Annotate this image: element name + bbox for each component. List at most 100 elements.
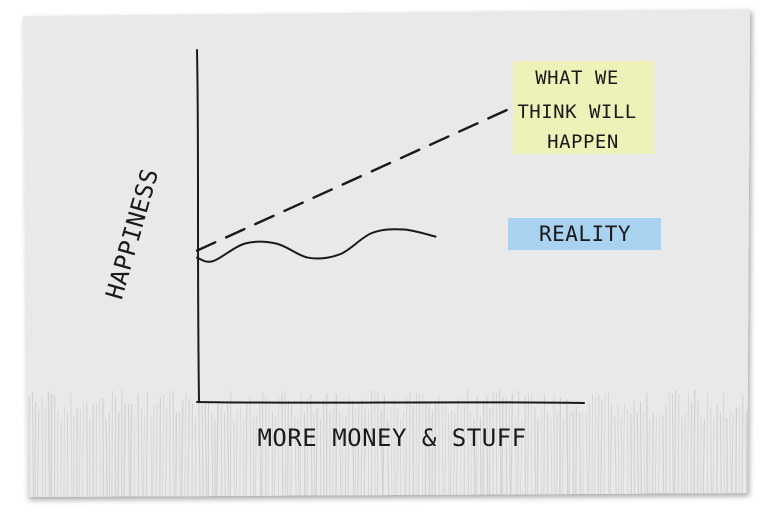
hatch-stroke [553,395,555,497]
hatch-stroke [99,397,101,497]
hatch-stroke [686,393,689,497]
hatch-stroke [239,405,241,497]
hatch-stroke [357,403,360,497]
hatch-stroke [693,390,696,497]
hatch-stroke [403,410,405,497]
hatch-stroke [287,400,289,497]
x-axis-label: MORE MONEY & STUFF [257,424,526,452]
hatch-stroke [211,413,214,497]
hatch-stroke [382,394,386,497]
hatch-stroke [360,399,363,497]
hatch-stroke [127,403,131,497]
hatch-stroke [129,404,133,497]
hatch-stroke [249,396,252,497]
hatch-stroke [543,393,545,497]
hatch-stroke [82,403,84,497]
hatch-stroke [515,416,517,497]
hatch-stroke [566,399,569,497]
hatch-stroke [550,418,553,497]
hatch-stroke [261,392,264,497]
hatch-stroke [479,417,482,497]
hatch-stroke [662,415,665,497]
hatch-stroke [408,391,411,497]
hatch-stroke [150,414,153,497]
hatch-stroke [145,392,149,497]
hatch-stroke [187,399,190,497]
hatch-stroke [105,419,108,497]
hatch-stroke [297,418,300,497]
hatch-stroke [133,416,136,497]
hatch-stroke [204,403,208,497]
hatch-stroke [123,403,126,497]
hatch-stroke [290,404,293,497]
hatch-stroke [102,398,105,497]
series-label-reality: REALITY [539,222,631,246]
hatch-stroke [162,394,164,497]
hatch-stroke [220,406,223,497]
hatch-stroke [424,402,427,497]
hatch-stroke [501,397,504,497]
hatch-stroke [152,404,155,497]
hatch-stroke [622,404,625,497]
hatch-stroke [536,418,539,497]
think-label-highlight [513,61,654,154]
hatch-stroke [267,399,270,497]
hatch-stroke [603,395,606,497]
hatch-stroke [654,417,657,497]
hatch-stroke [668,392,671,497]
hatch-stroke [517,390,520,497]
hatch-stroke [339,412,342,497]
hatch-stroke [690,401,693,497]
hatch-stroke [310,394,313,497]
hatch-stroke [78,409,81,497]
hatch-stroke [648,419,651,497]
hatch-stroke [568,412,571,497]
hatch-stroke [719,412,722,497]
hatch-stroke [89,418,91,497]
hatch-stroke [467,390,469,497]
hatch-stroke [540,409,543,497]
hatch-stroke [741,394,744,497]
hatch-stroke [155,404,158,497]
hatch-stroke [418,394,421,497]
hatch-stroke [473,418,476,497]
hatch-stroke [636,412,639,497]
hatch-stroke [41,397,43,497]
hatch-stroke [585,413,588,497]
hatch-stroke [441,403,444,497]
hatch-stroke [702,419,706,497]
hatch-stroke [235,410,238,497]
hatch-stroke [233,419,235,497]
hatch-stroke [380,410,384,497]
hatch-stroke [594,397,596,497]
hatch-stroke [633,400,636,497]
hatch-stroke [559,397,562,497]
hatch-stroke [700,416,702,497]
hatch-stroke [731,412,734,497]
hatch-stroke [639,401,643,497]
hatch-stroke [143,414,145,497]
hatch-stroke [456,398,459,497]
hatch-stroke [47,391,51,497]
hatch-stroke [111,390,113,497]
hatch-stroke [299,392,302,497]
hatch-stroke [476,396,478,497]
x-axis [196,401,585,404]
hatch-stroke [738,407,740,497]
series-label-think: WHAT WE THINK WILL HAPPEN [517,67,648,153]
hatch-stroke [470,410,472,497]
hatch-stroke [486,395,489,497]
hatch-stroke [227,403,230,497]
hatch-stroke [259,402,262,497]
series-line-reality [196,228,437,263]
hatch-stroke [165,408,168,497]
hatch-stroke [597,394,600,497]
hatch-stroke [735,407,738,497]
hatch-stroke [520,419,523,497]
hatch-stroke [140,409,143,497]
hatch-stroke [712,417,715,497]
hatch-stroke [534,406,536,497]
hatch-stroke [527,393,529,497]
